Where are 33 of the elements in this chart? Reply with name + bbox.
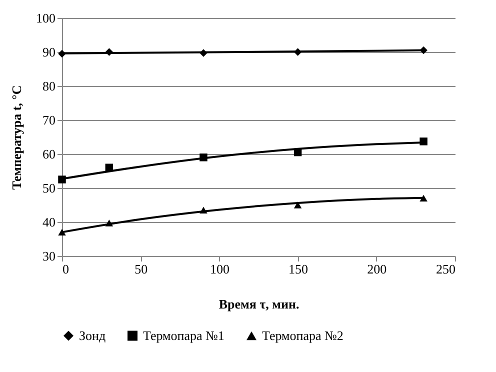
point — [105, 220, 114, 226]
legend-label: Термопара №2 — [262, 328, 344, 343]
y-tick-label: 100 — [36, 10, 56, 26]
point — [420, 46, 428, 54]
y-tick-label: 90 — [42, 44, 56, 60]
y-axis-title: Температура t, °C — [9, 85, 24, 190]
x-tick-label: 150 — [288, 262, 308, 276]
point — [58, 228, 66, 236]
point — [105, 164, 114, 172]
point — [420, 138, 428, 146]
y-tick-label: 60 — [42, 146, 56, 162]
point — [294, 202, 302, 208]
x-tick-label: 50 — [134, 262, 148, 276]
y-tick-label: 80 — [42, 78, 56, 94]
legend-label: Зонд — [79, 328, 106, 343]
x-tick-label: 100 — [210, 262, 230, 276]
x-tick-label: 250 — [436, 262, 456, 276]
x-axis-title: Время τ, мин. — [218, 296, 300, 312]
x-tick-label: 200 — [367, 262, 387, 276]
point — [294, 48, 302, 56]
point — [58, 176, 66, 184]
y-tick-label: 30 — [42, 248, 56, 264]
legend-label: Термопара №1 — [143, 328, 224, 343]
y-tick-label: 70 — [42, 112, 56, 128]
point — [420, 194, 428, 202]
point — [294, 148, 302, 156]
y-tick-label: 50 — [42, 180, 56, 196]
point — [200, 49, 208, 57]
point — [105, 48, 114, 56]
point — [200, 206, 208, 214]
x-tick-label: 0 — [62, 262, 69, 276]
point — [200, 154, 208, 162]
y-tick-label: 40 — [42, 214, 56, 230]
